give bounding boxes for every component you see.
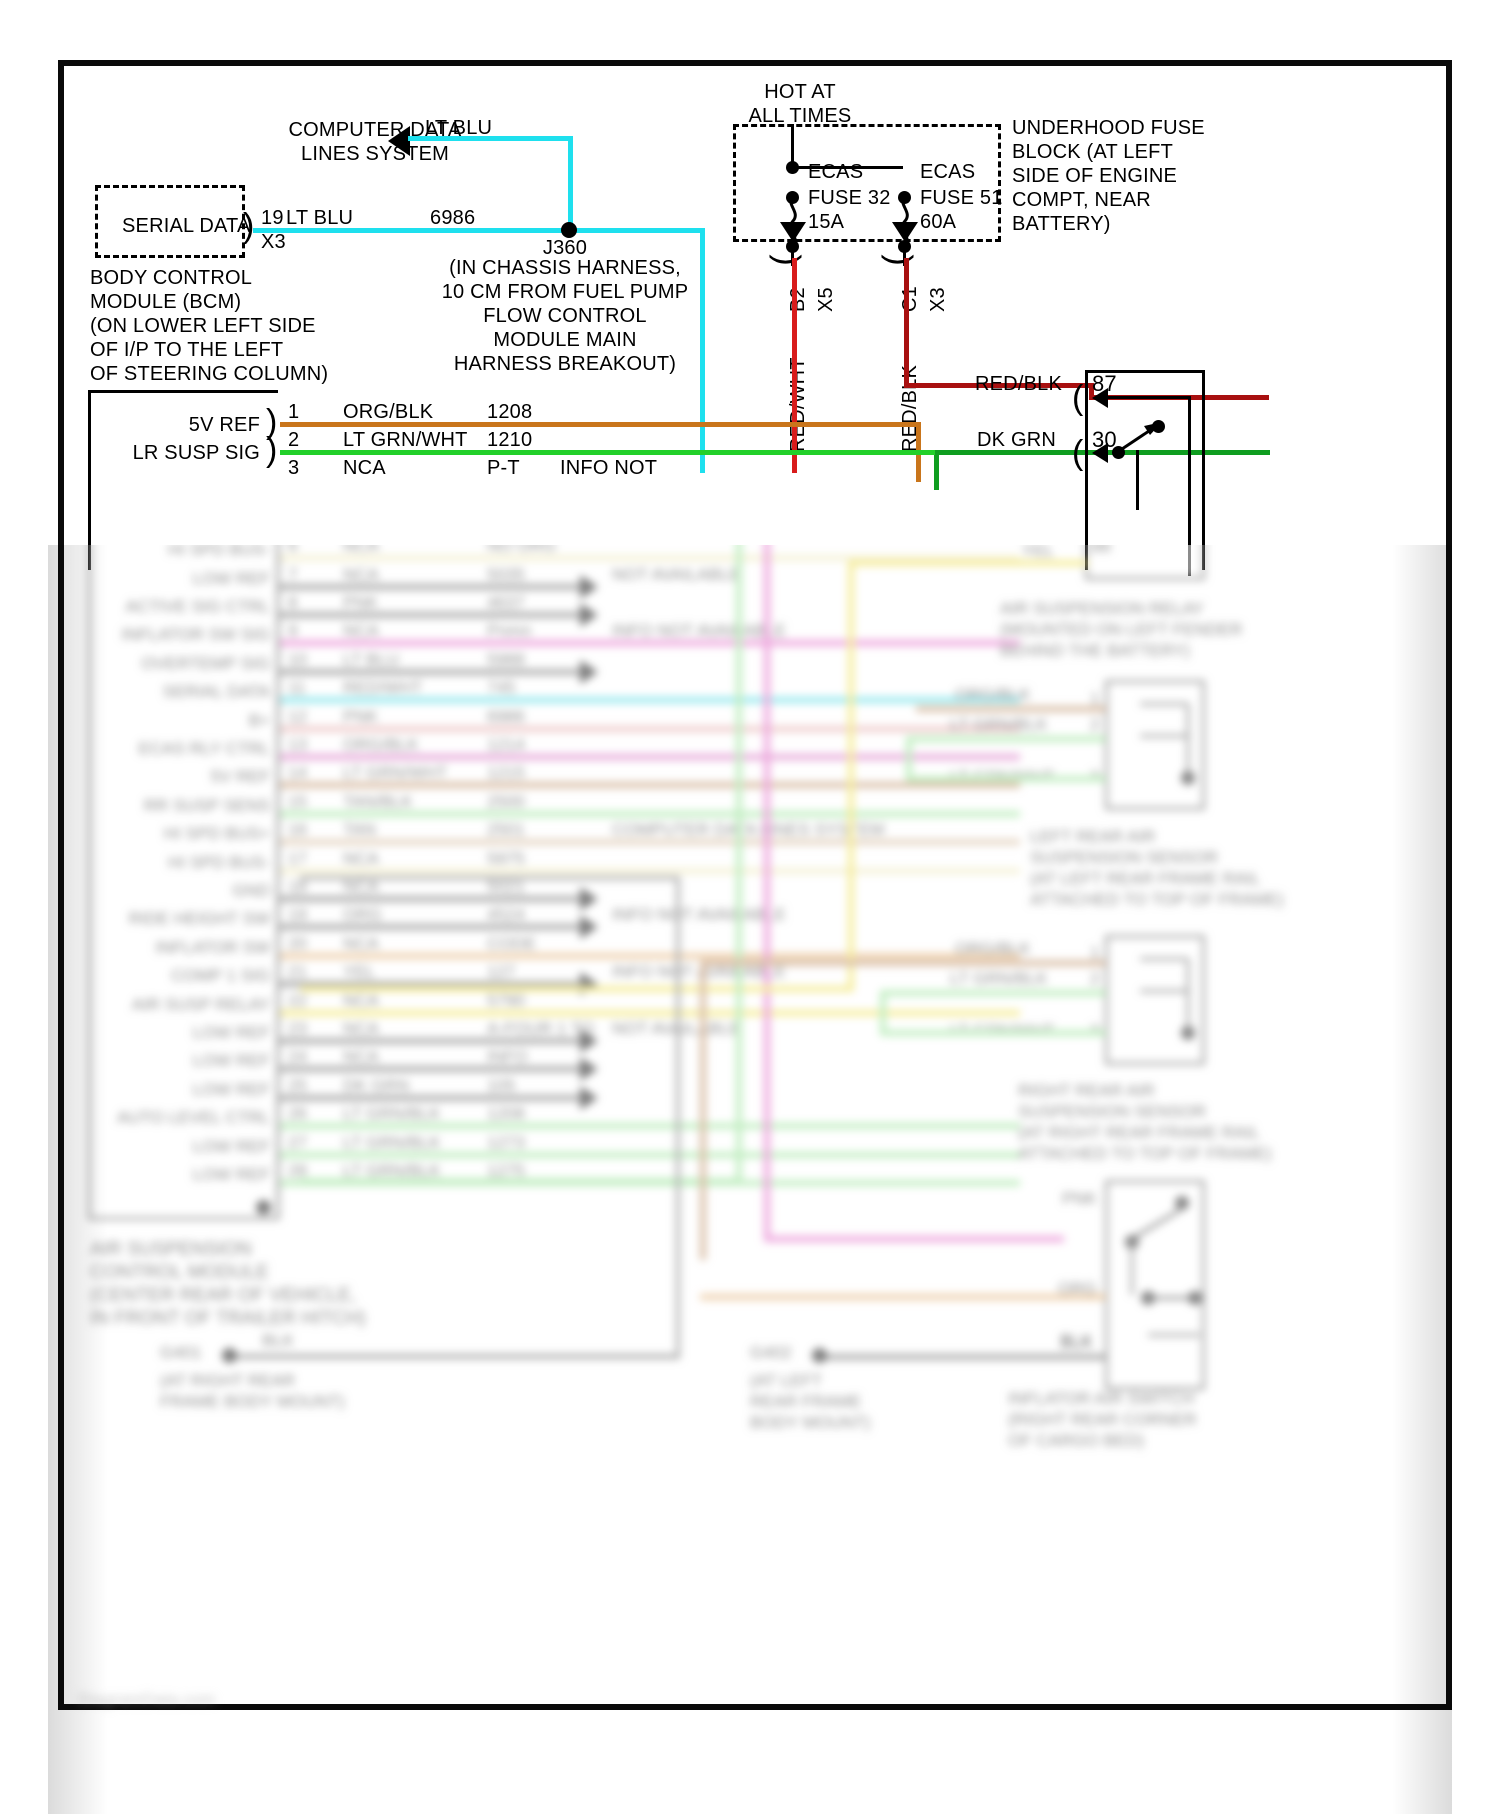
- relay-internal-vertical: [1188, 396, 1191, 576]
- bcm-pin-number: 19: [261, 207, 284, 229]
- ascm-pin-2-color: LT GRN/WHT: [343, 429, 468, 451]
- ascm-pin-1-color: ORG/BLK: [343, 401, 434, 423]
- fuse-feed-horizontal: [791, 166, 903, 169]
- wire-redblk-corner: [1089, 383, 1094, 398]
- ascm-pin-1-circuit: 1208: [487, 401, 533, 423]
- bcm-serial-data-label: SERIAL DATA: [122, 215, 251, 237]
- relay-30-arrow-icon: [1092, 443, 1108, 463]
- fuse-32-arrow-icon: [780, 222, 806, 242]
- ascm-pin-3-note: INFO NOT: [560, 457, 658, 479]
- fuse-51-bottom-dot: [898, 240, 911, 253]
- computer-data-lines-system-label: COMPUTER DATA LINES SYSTEM: [288, 119, 462, 165]
- fuse-feed-dot-1: [786, 161, 799, 174]
- fuse-32-name: ECAS: [808, 161, 864, 183]
- bcm-circuit-number: 6986: [430, 207, 476, 229]
- fuse-51-connector-icon: ): [880, 254, 919, 266]
- wire-redwht-vertical: [792, 258, 797, 473]
- fuse-32-wire-color: RED/WHT: [787, 357, 809, 452]
- wire-ltblu-serial-data: [253, 228, 703, 233]
- computer-data-wire-color-label: LT BLU: [425, 117, 493, 139]
- bcm-wire-color-label: LT BLU: [286, 207, 354, 229]
- fuse-51-out-line: [903, 248, 906, 266]
- wire-ltblu-down: [700, 228, 705, 473]
- bcm-connector-icon: ): [243, 207, 255, 245]
- relay-30-wire-color-label: DK GRN: [977, 429, 1056, 451]
- fuse-32-connector-id: X5: [815, 287, 837, 312]
- wire-redblk-vertical: [904, 258, 909, 388]
- splice-j360-dot: [561, 222, 577, 238]
- ascm-pin-2-circuit: 1210: [487, 429, 533, 451]
- relay-switch-arm-icon: [1118, 422, 1162, 453]
- relay-87-wire-color-label: RED/BLK: [975, 373, 1062, 395]
- underhood-fuse-block-caption: UNDERHOOD FUSE BLOCK (AT LEFT SIDE OF EN…: [1012, 117, 1205, 235]
- wire-redblk-horizontal-1: [904, 383, 1094, 388]
- fuse-51-name: ECAS: [920, 161, 976, 183]
- relay-30-connector-icon: (: [1072, 434, 1084, 472]
- fuse-51-designation: FUSE 51: [920, 187, 1003, 209]
- wire-ltblu-top-horizontal: [408, 136, 573, 141]
- ascm-pin-1-connector-icon: ): [266, 403, 278, 441]
- wire-dkgrn-down: [934, 450, 939, 490]
- wire-orgblk-pin-1: [280, 422, 920, 427]
- bcm-dashed-box: [95, 185, 245, 258]
- fuse-feed-vertical: [791, 124, 794, 167]
- fuse-51-rating: 60A: [920, 211, 957, 233]
- relay-contact-dot: [1152, 420, 1165, 433]
- underhood-fuse-block-box: [733, 124, 1001, 242]
- fuse-32-designation: FUSE 32: [808, 187, 891, 209]
- fuse-32-rating: 15A: [808, 211, 845, 233]
- fuse-32-bottom-dot: [786, 240, 799, 253]
- ascm-connector-box: [88, 390, 278, 570]
- fuse-51-arrow-icon: [892, 222, 918, 242]
- wire-ltgrnwht-pin-2: [280, 450, 935, 455]
- relay-coil-stem: [1136, 450, 1139, 510]
- fuse-32-terminal: B2: [787, 287, 809, 312]
- fuse-51-terminal: C1: [899, 286, 921, 312]
- ascm-pin-1-number: 1: [288, 401, 300, 423]
- ascm-pin-1-name: 5V REF: [188, 414, 260, 436]
- ascm-pin-2-name: LR SUSP SIG: [132, 442, 260, 464]
- ascm-pin-3-circuit: P-T: [487, 457, 520, 479]
- fuse-51-connector-id: X3: [927, 287, 949, 312]
- relay-87-connector-icon: (: [1072, 379, 1084, 417]
- bcm-caption: BODY CONTROL MODULE (BCM) (ON LOWER LEFT…: [90, 267, 329, 385]
- air-suspension-relay-box: [1085, 370, 1205, 570]
- splice-j360-label: J360: [542, 237, 588, 259]
- bcm-connector-id: X3: [261, 231, 286, 253]
- fuse-32-connector-icon: ): [768, 254, 807, 266]
- ascm-pin-2-number: 2: [288, 429, 300, 451]
- relay-87-internal-line: [1100, 396, 1190, 399]
- ascm-pin-3-color: NCA: [343, 457, 386, 479]
- ascm-pin-3-number: 3: [288, 457, 300, 479]
- wire-ltblu-top-vertical: [568, 136, 573, 231]
- hot-at-all-times-label: HOT AT ALL TIMES: [748, 81, 852, 127]
- computer-data-arrow-icon: [388, 126, 410, 156]
- splice-j360-caption: (IN CHASSIS HARNESS, 10 CM FROM FUEL PUM…: [441, 257, 689, 375]
- diagram-sheet-border: [58, 60, 1452, 1710]
- ascm-pin-2-connector-icon: ): [266, 431, 278, 469]
- fuse-32-out-line: [791, 248, 794, 266]
